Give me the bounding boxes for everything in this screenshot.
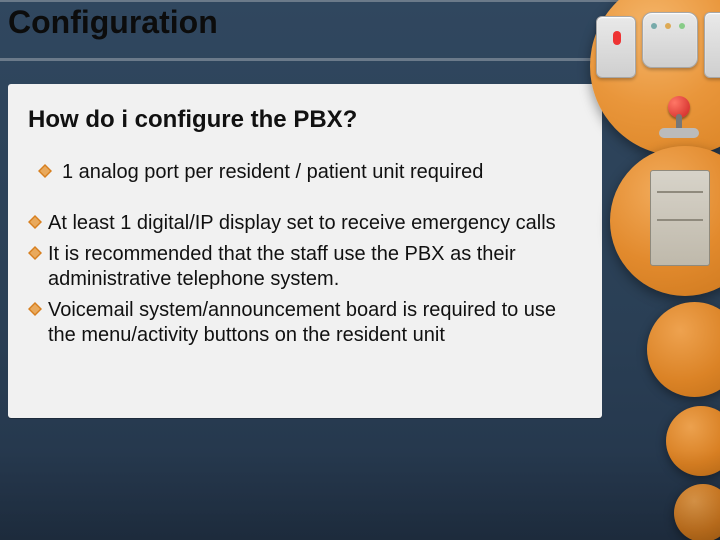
subheading: How do i configure the PBX? (28, 106, 582, 134)
bullet-row: Voicemail system/announcement board is r… (28, 298, 582, 348)
bullet-diamond-icon (28, 215, 42, 229)
bullet-text: At least 1 digital/IP display set to rec… (48, 211, 558, 236)
bullet-diamond-icon (38, 164, 52, 178)
bottom-shade (0, 450, 720, 540)
rack-icon (650, 170, 710, 266)
content-card: How do i configure the PBX? 1 analog por… (8, 84, 602, 418)
device-icon (596, 16, 636, 78)
bullet-text: It is recommended that the staff use the… (48, 242, 582, 292)
joystick-base (659, 128, 699, 138)
decor-circle (647, 302, 720, 397)
bullet-diamond-icon (28, 302, 42, 316)
bullet-text: 1 analog port per resident / patient uni… (62, 160, 483, 185)
bullet-row: 1 analog port per resident / patient uni… (28, 160, 582, 185)
decor-circle (610, 146, 720, 296)
bullet-diamond-icon (28, 246, 42, 260)
device-icon (704, 12, 720, 78)
decor-circle (590, 0, 720, 156)
bullet-row: At least 1 digital/IP display set to rec… (28, 211, 582, 236)
bullet-text: Voicemail system/announcement board is r… (48, 298, 582, 348)
slide-title: Configuration (8, 4, 218, 41)
device-icon (642, 12, 698, 68)
bullet-row: It is recommended that the staff use the… (28, 242, 582, 292)
